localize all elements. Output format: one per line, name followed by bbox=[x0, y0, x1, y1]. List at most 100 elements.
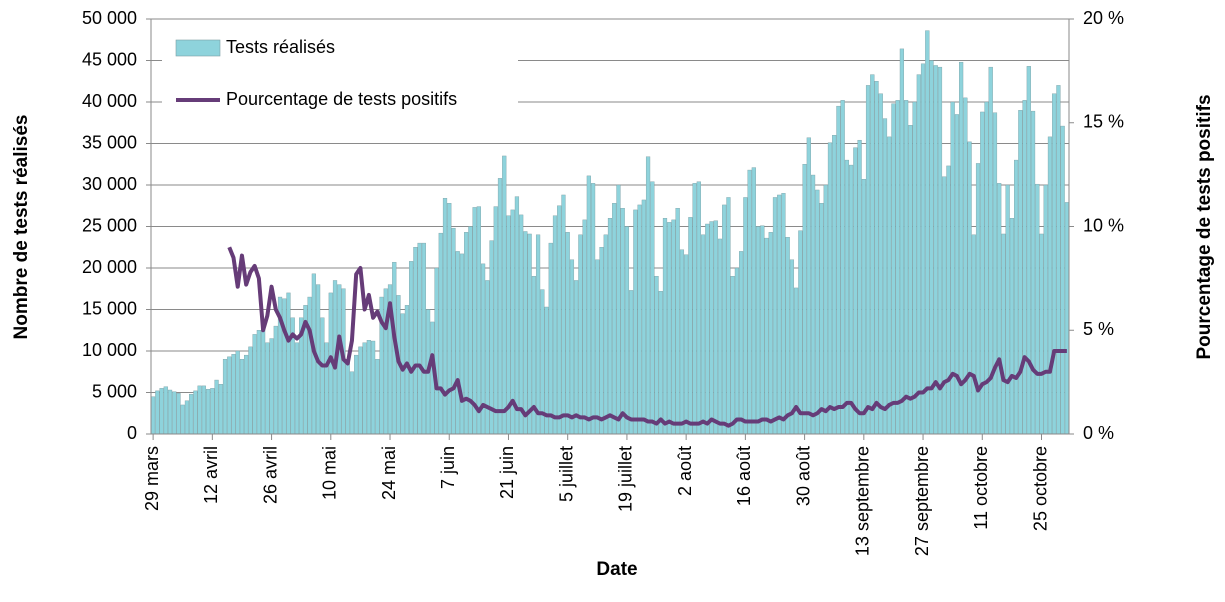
bar bbox=[514, 196, 520, 435]
bar bbox=[658, 291, 663, 435]
bar bbox=[590, 183, 596, 435]
bar bbox=[916, 74, 921, 435]
y-tick-label: 20 000 bbox=[82, 257, 137, 277]
bar bbox=[942, 176, 947, 435]
bar bbox=[485, 280, 490, 435]
bar bbox=[954, 114, 959, 435]
y-tick-label: 10 000 bbox=[82, 340, 137, 360]
bar bbox=[286, 292, 291, 435]
bar bbox=[798, 230, 803, 435]
bar bbox=[684, 254, 689, 435]
bar bbox=[967, 141, 972, 435]
bar bbox=[375, 359, 380, 435]
bar bbox=[904, 100, 909, 435]
bar bbox=[679, 249, 685, 435]
bar bbox=[755, 226, 761, 435]
y2-tick-label: 10 % bbox=[1083, 215, 1124, 235]
bar bbox=[307, 296, 312, 435]
bar bbox=[227, 356, 232, 435]
bar bbox=[261, 328, 266, 435]
bar bbox=[163, 386, 168, 435]
x-tick-label: 25 octobre bbox=[1030, 446, 1050, 531]
bar bbox=[282, 298, 287, 435]
y-tick-label: 50 000 bbox=[82, 8, 137, 28]
bar bbox=[975, 163, 981, 435]
x-tick-label: 27 septembre bbox=[912, 446, 932, 556]
y-tick-label: 35 000 bbox=[82, 132, 137, 152]
bar bbox=[971, 234, 976, 435]
bar bbox=[218, 384, 223, 435]
bar bbox=[324, 342, 329, 435]
bar bbox=[256, 330, 261, 435]
bar bbox=[785, 237, 790, 435]
bar bbox=[874, 81, 879, 435]
bar bbox=[637, 204, 642, 435]
bar bbox=[1026, 66, 1031, 435]
bar bbox=[992, 112, 998, 435]
y-tick-label: 15 000 bbox=[82, 298, 137, 318]
bar bbox=[273, 325, 278, 435]
bar bbox=[506, 215, 511, 435]
bar bbox=[891, 103, 896, 435]
bar bbox=[464, 232, 469, 435]
bar bbox=[692, 183, 697, 435]
bar bbox=[717, 238, 723, 435]
bar bbox=[184, 400, 190, 435]
bar bbox=[832, 134, 837, 435]
bar bbox=[709, 221, 714, 435]
x-tick-label: 16 août bbox=[734, 446, 754, 506]
bar bbox=[370, 340, 376, 435]
legend-swatch bbox=[175, 39, 221, 57]
bar bbox=[781, 193, 786, 435]
bar bbox=[235, 350, 240, 435]
bar bbox=[734, 267, 740, 435]
bar bbox=[294, 342, 300, 435]
bar bbox=[887, 136, 892, 435]
bar bbox=[561, 194, 566, 435]
bar bbox=[645, 156, 651, 435]
bar bbox=[574, 280, 579, 435]
bar bbox=[747, 169, 752, 435]
bar bbox=[493, 206, 498, 435]
bar bbox=[933, 65, 938, 435]
bar bbox=[865, 85, 871, 435]
bar bbox=[1009, 217, 1014, 435]
bar bbox=[1005, 184, 1010, 435]
bar bbox=[912, 101, 917, 435]
bar bbox=[997, 183, 1002, 435]
bar bbox=[764, 237, 769, 435]
bar bbox=[413, 247, 418, 435]
bar bbox=[633, 209, 638, 435]
bar bbox=[459, 253, 465, 435]
bar bbox=[607, 217, 613, 435]
bar bbox=[1047, 136, 1053, 435]
bar bbox=[705, 223, 710, 435]
bar bbox=[417, 242, 422, 435]
line bbox=[227, 246, 1067, 428]
bar bbox=[1001, 233, 1006, 435]
bar bbox=[578, 234, 583, 435]
bar bbox=[197, 385, 202, 435]
bar bbox=[358, 346, 363, 435]
bar bbox=[159, 388, 164, 435]
x-tick-label: 12 avril bbox=[201, 446, 221, 504]
bar bbox=[743, 197, 748, 435]
y-tick-label: 30 000 bbox=[82, 174, 137, 194]
bar bbox=[582, 219, 587, 435]
bar bbox=[447, 203, 452, 435]
bar bbox=[345, 359, 350, 435]
bar bbox=[167, 389, 173, 435]
bar bbox=[713, 220, 718, 435]
bar bbox=[899, 48, 905, 435]
bar bbox=[548, 242, 553, 435]
bar bbox=[476, 206, 481, 435]
bar bbox=[1060, 125, 1065, 435]
bar bbox=[193, 390, 198, 435]
bar bbox=[878, 93, 883, 435]
x-tick-label: 29 mars bbox=[142, 446, 162, 511]
bar bbox=[612, 203, 617, 435]
bar bbox=[434, 267, 439, 435]
bar bbox=[269, 338, 274, 435]
bar bbox=[675, 208, 680, 435]
bar bbox=[700, 234, 706, 435]
